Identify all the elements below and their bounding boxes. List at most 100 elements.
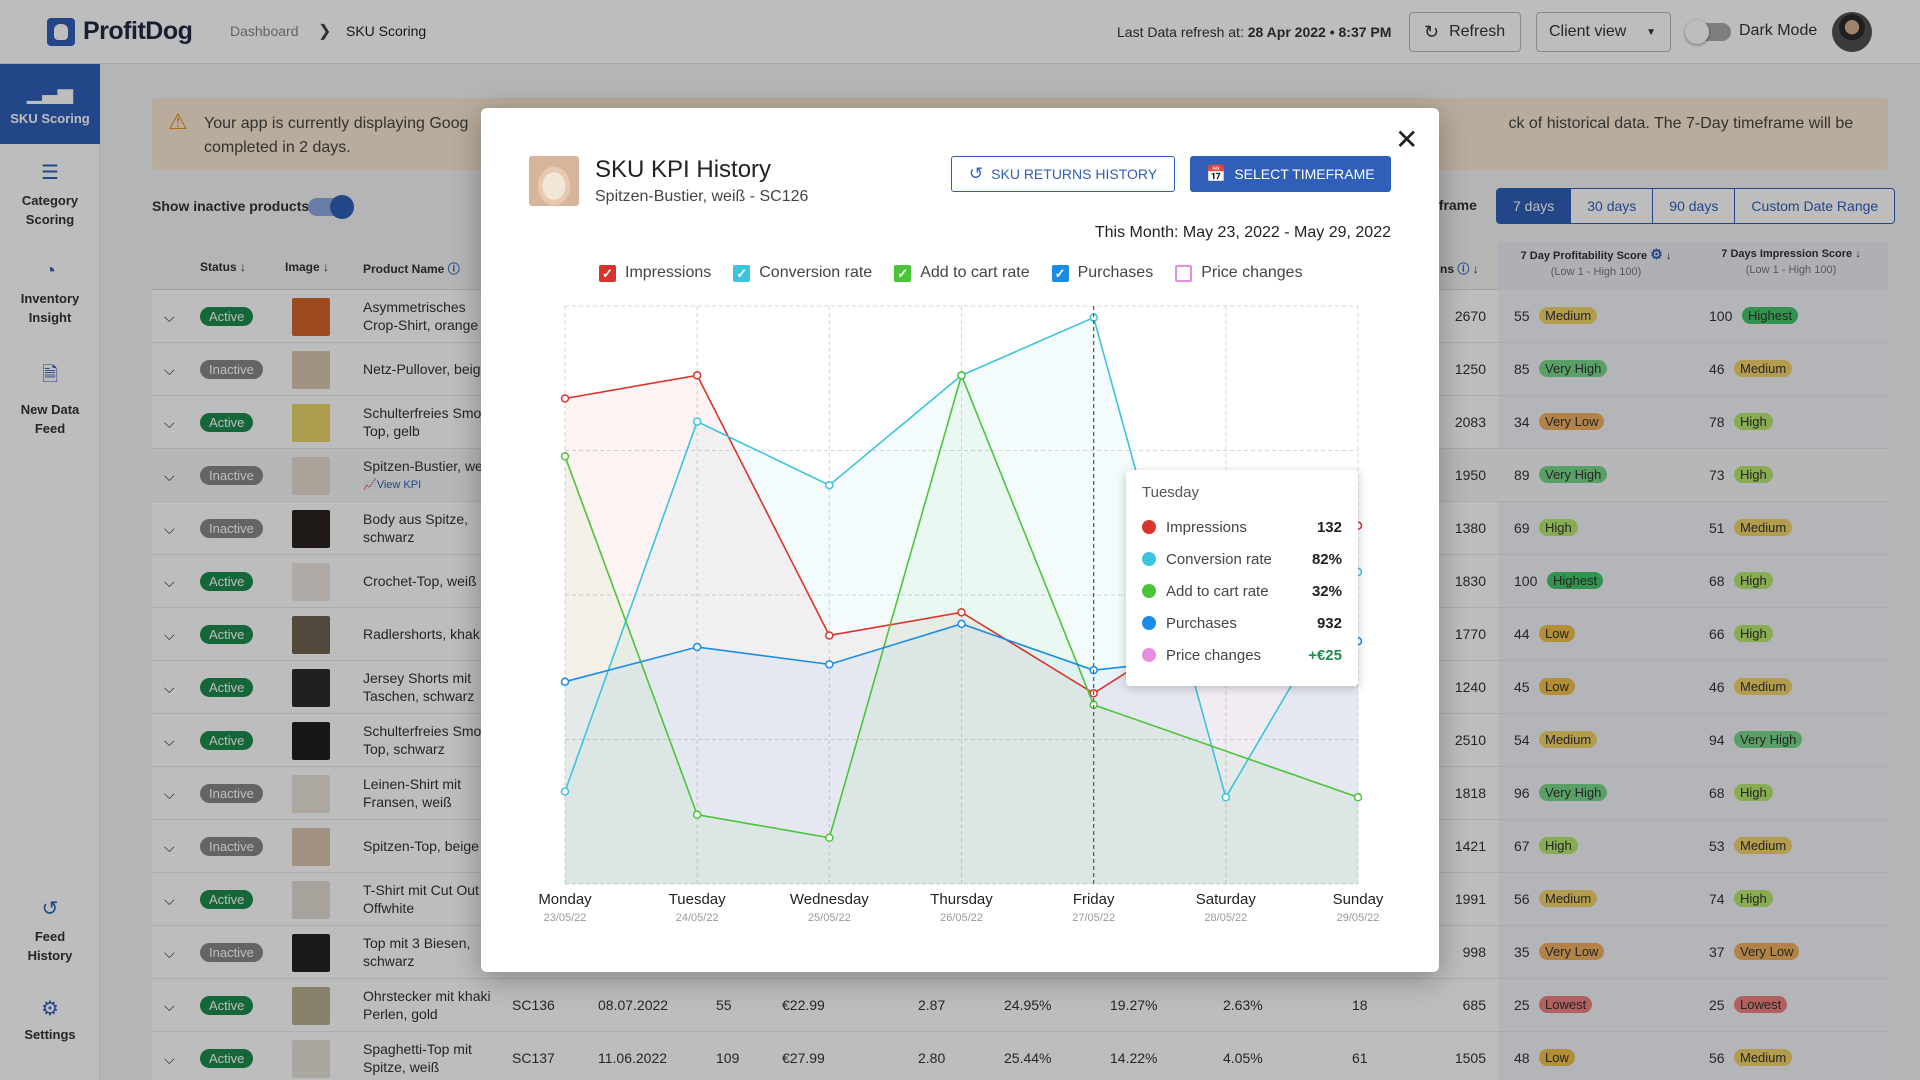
select-timeframe-button[interactable]: 📅 SELECT TIMEFRAME bbox=[1190, 156, 1391, 192]
gear-icon: ⚙ bbox=[41, 998, 59, 1020]
data-point bbox=[560, 452, 570, 461]
top-bar: ProfitDog Dashboard ❯ SKU Scoring Last D… bbox=[0, 0, 1920, 64]
show-inactive-toggle[interactable] bbox=[308, 195, 354, 219]
refresh-button[interactable]: ↻ Refresh bbox=[1409, 12, 1521, 52]
sidebar-item-inventory-insight[interactable]: ◔ Inventory Insight bbox=[0, 260, 100, 340]
data-point bbox=[692, 371, 702, 380]
impressions-value: 1950 bbox=[1454, 467, 1486, 483]
profit-score-value: 56 bbox=[1514, 891, 1530, 907]
expand-chevron-icon[interactable]: ⌵ bbox=[164, 468, 175, 484]
x-tick-date: 29/05/22 bbox=[1337, 912, 1380, 924]
column-product-name[interactable]: Product Name ⓘ bbox=[363, 260, 460, 277]
status-badge: Active bbox=[200, 731, 254, 750]
expand-chevron-icon[interactable]: ⌵ bbox=[164, 415, 175, 431]
profit-score-level: Medium bbox=[1539, 890, 1598, 907]
expand-chevron-icon[interactable]: ⌵ bbox=[164, 998, 175, 1014]
product-name-line2: Taschen, schwarz bbox=[363, 688, 475, 704]
expand-chevron-icon[interactable]: ⌵ bbox=[164, 839, 175, 855]
timeframe-30-days[interactable]: 30 days bbox=[1571, 189, 1654, 223]
impression-score-level: Medium bbox=[1734, 837, 1793, 854]
view-kpi-link[interactable]: 📈View KPI bbox=[363, 476, 421, 494]
sidebar-item-category-scoring[interactable]: ☰ Category Scoring bbox=[0, 160, 100, 240]
legend-item[interactable]: ✓ Add to cart rate bbox=[894, 264, 1030, 282]
close-icon[interactable]: ✕ bbox=[1395, 124, 1419, 155]
column-impressions[interactable]: ns ⓘ ↓ bbox=[1440, 262, 1479, 276]
sidebar-item-new-data-feed[interactable]: 🗎 New Data Feed bbox=[0, 360, 100, 440]
column-status[interactable]: Status ↓ bbox=[200, 260, 247, 274]
impression-score-level: Medium bbox=[1734, 678, 1793, 695]
x-tick-date: 23/05/22 bbox=[544, 912, 587, 924]
timeframe-7-days[interactable]: 7 days bbox=[1497, 189, 1572, 223]
expand-chevron-icon[interactable]: ⌵ bbox=[164, 892, 175, 908]
expand-chevron-icon[interactable]: ⌵ bbox=[164, 627, 175, 643]
table-header: Status ↓ Image ↓ Product Name ⓘ ns ⓘ ↓ 7… bbox=[152, 242, 1888, 290]
x-tick-label: Thursday bbox=[930, 891, 993, 908]
product-name: Leinen-Shirt mit bbox=[363, 776, 462, 792]
sidebar-item-feed-history[interactable]: ↺ Feed History bbox=[0, 896, 100, 976]
product-thumbnail bbox=[529, 156, 579, 206]
dark-mode-toggle[interactable] bbox=[1685, 20, 1731, 44]
sidebar-item-sku-scoring[interactable]: ▁▃▅ SKU Scoring bbox=[0, 64, 100, 144]
sidebar-item-settings[interactable]: ⚙ Settings bbox=[0, 996, 100, 1056]
expand-chevron-icon[interactable]: ⌵ bbox=[164, 786, 175, 802]
x-tick-label: Friday bbox=[1073, 891, 1115, 908]
client-view-select[interactable]: Client view ▼ bbox=[1536, 12, 1671, 52]
legend-item[interactable]: ✓ Impressions bbox=[599, 264, 711, 282]
data-point bbox=[560, 677, 570, 686]
expand-chevron-icon[interactable]: ⌵ bbox=[164, 521, 175, 537]
column-image[interactable]: Image ↓ bbox=[285, 260, 330, 274]
profit-score-level: High bbox=[1539, 837, 1578, 854]
table-row[interactable]: ⌵ Inactive Top mit 3 Biesen, schwarz 998 35 Ve… bbox=[152, 926, 1888, 979]
cell-sku: SC137 bbox=[512, 1050, 555, 1066]
column-profit-score[interactable]: 7 Day Profitability Score ⚙ ↓ (Low 1 - H… bbox=[1498, 242, 1694, 290]
tooltip-value: 132 bbox=[1316, 518, 1342, 536]
timeframe-90-days[interactable]: 90 days bbox=[1653, 189, 1736, 223]
breadcrumb-dashboard[interactable]: Dashboard bbox=[230, 23, 299, 39]
caret-down-icon: ▼ bbox=[1646, 26, 1656, 38]
impression-score-value: 56 bbox=[1709, 1050, 1725, 1066]
month-range: This Month: May 23, 2022 - May 29, 2022 bbox=[1094, 224, 1391, 241]
sku-returns-history-button[interactable]: ↺ SKU RETURNS HISTORY bbox=[951, 156, 1175, 192]
expand-chevron-icon[interactable]: ⌵ bbox=[164, 680, 175, 696]
document-icon: 🗎 bbox=[41, 364, 59, 386]
gear-icon[interactable]: ⚙ bbox=[1650, 246, 1663, 262]
app-name: ProfitDog bbox=[83, 17, 193, 45]
product-name: Radlershorts, khak bbox=[363, 626, 480, 642]
user-avatar[interactable] bbox=[1832, 12, 1872, 52]
expand-chevron-icon[interactable]: ⌵ bbox=[164, 945, 175, 961]
sidebar: ▁▃▅ SKU Scoring ☰ Category Scoring ◔ Inv… bbox=[0, 64, 100, 1080]
data-point bbox=[825, 660, 834, 669]
column-impression-score[interactable]: 7 Days Impression Score ↓ (Low 1 - High … bbox=[1694, 242, 1888, 290]
column-product-name-label: Product Name bbox=[363, 262, 445, 276]
table-row[interactable]: ⌵ Active Ohrstecker mit khaki Perlen, gold S… bbox=[152, 979, 1888, 1032]
expand-chevron-icon[interactable]: ⌵ bbox=[164, 309, 175, 325]
table-row[interactable]: ⌵ Inactive Netz-Pullover, beig 1250 85 Very H… bbox=[152, 343, 1888, 396]
kpi-line-chart: Monday 23/05/22 Tuesday 24/05/22 Wednesday 25… bbox=[538, 305, 1384, 924]
sidebar-item-label: Settings bbox=[24, 1027, 76, 1042]
expand-chevron-icon[interactable]: ⌵ bbox=[164, 362, 175, 378]
product-name: Netz-Pullover, beig bbox=[363, 361, 481, 377]
expand-chevron-icon[interactable]: ⌵ bbox=[164, 574, 175, 590]
app-logo[interactable]: ProfitDog bbox=[47, 17, 193, 46]
legend-label: Add to cart rate bbox=[920, 264, 1030, 281]
impressions-value: 1830 bbox=[1454, 573, 1486, 589]
impression-score-level: Very Low bbox=[1734, 943, 1800, 960]
profit-score-value: 48 bbox=[1514, 1050, 1530, 1066]
x-tick-label: Saturday bbox=[1196, 891, 1257, 908]
dog-logo-icon bbox=[47, 17, 75, 46]
timeframe-custom[interactable]: Custom Date Range bbox=[1735, 189, 1895, 223]
cell-date: 11.06.2022 bbox=[598, 1050, 668, 1066]
table-row[interactable]: ⌵ Active Spaghetti-Top mit Spitze, weiß SC13… bbox=[152, 1032, 1888, 1080]
profit-score-value: 89 bbox=[1514, 467, 1530, 483]
product-name-line2: schwarz bbox=[363, 529, 415, 545]
product-image bbox=[292, 563, 330, 601]
expand-chevron-icon[interactable]: ⌵ bbox=[164, 1051, 175, 1067]
legend-item[interactable]: ✓ Conversion rate bbox=[733, 264, 872, 282]
last-refresh-text: Last Data refresh at: 28 Apr 2022 • 8:37… bbox=[1117, 24, 1391, 40]
impression-score-level: High bbox=[1734, 625, 1773, 642]
bar-chart-icon: ▁▃▅ bbox=[26, 82, 74, 104]
expand-chevron-icon[interactable]: ⌵ bbox=[164, 733, 175, 749]
cell-sku: SC136 bbox=[512, 997, 555, 1013]
legend-item[interactable]: ✓ Purchases bbox=[1051, 264, 1153, 282]
legend-item[interactable]: Price changes bbox=[1175, 264, 1303, 282]
